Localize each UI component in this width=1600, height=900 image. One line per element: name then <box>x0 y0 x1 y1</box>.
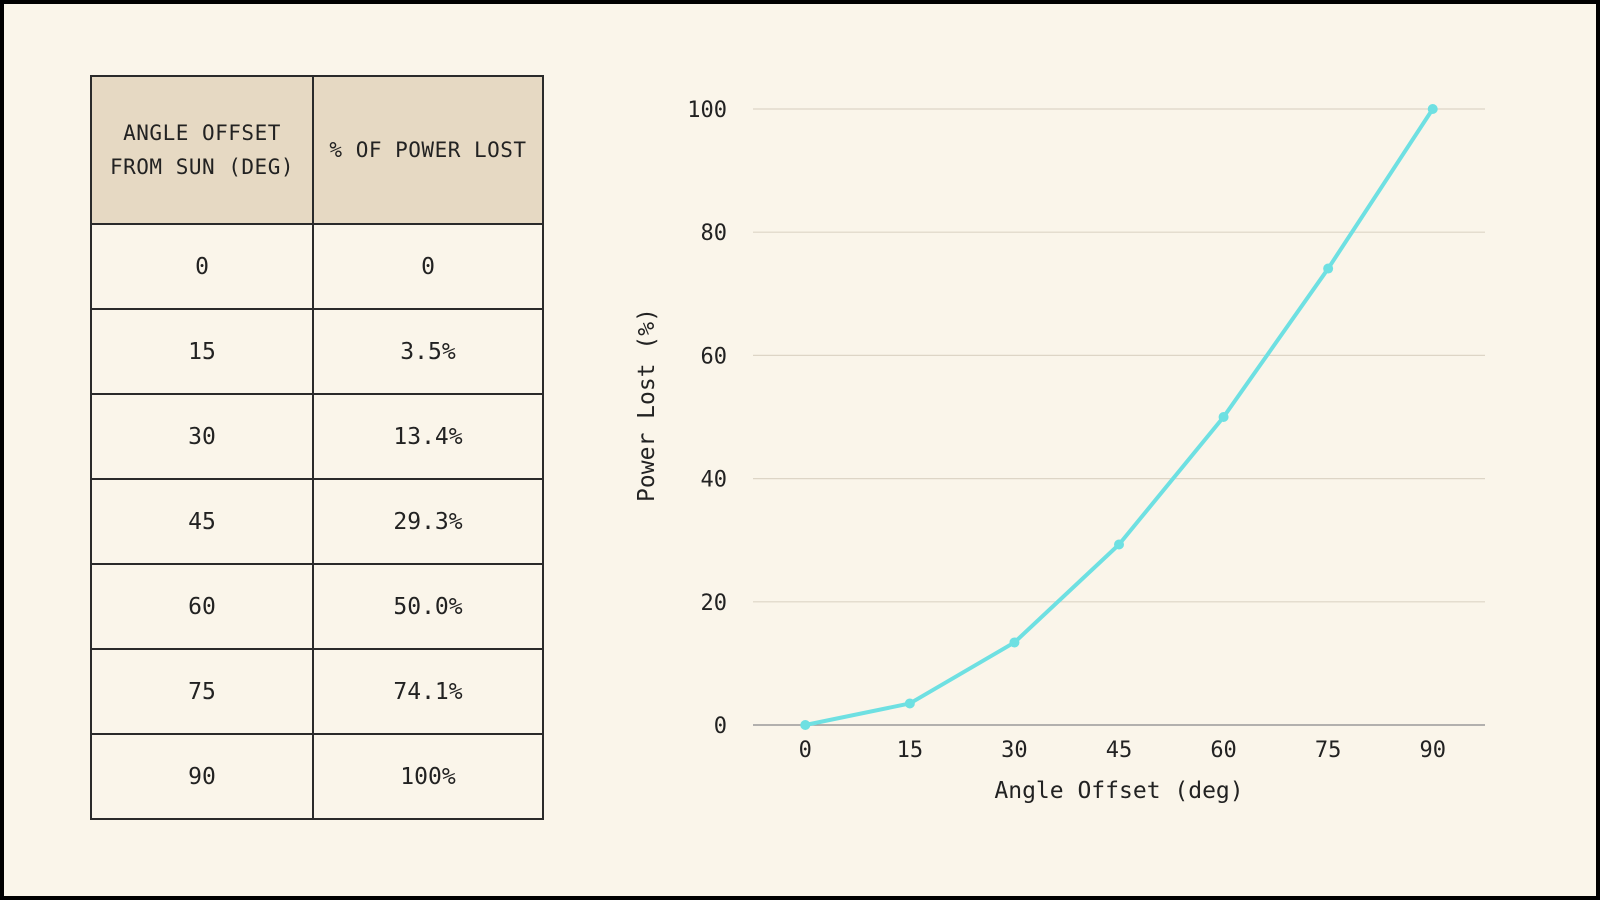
series-line <box>803 107 1435 727</box>
cell-angle: 60 <box>90 563 314 650</box>
data-point <box>1009 637 1020 648</box>
table-row: 15 3.5% <box>90 308 544 395</box>
x-tick-label: 45 <box>1106 738 1133 763</box>
header-power-lost: % OF POWER LOST <box>312 75 544 225</box>
data-series <box>800 104 1438 730</box>
cell-angle: 75 <box>90 648 314 735</box>
x-tick-label: 30 <box>1001 738 1028 763</box>
table-header-row: ANGLE OFFSET FROM SUN (DEG) % OF POWER L… <box>90 75 544 225</box>
y-tick-label: 80 <box>701 221 728 246</box>
data-point <box>1323 263 1334 274</box>
cell-power-lost: 29.3% <box>312 478 544 565</box>
cell-angle: 30 <box>90 393 314 480</box>
data-point <box>904 698 915 709</box>
cell-power-lost: 50.0% <box>312 563 544 650</box>
data-point <box>800 720 811 730</box>
y-tick-label: 40 <box>701 468 728 493</box>
table-row: 90 100% <box>90 733 544 820</box>
tick-labels: 0 20 40 60 80 100 0 15 30 45 60 75 90 <box>687 98 1446 763</box>
table-row: 45 29.3% <box>90 478 544 565</box>
cell-power-lost: 74.1% <box>312 648 544 735</box>
y-tick-label: 20 <box>701 591 728 616</box>
data-point <box>1218 412 1229 422</box>
y-tick-label: 100 <box>687 98 727 123</box>
table-row: 0 0 <box>90 223 544 310</box>
x-tick-label: 75 <box>1315 738 1342 763</box>
cell-angle: 15 <box>90 308 314 395</box>
grid-lines <box>753 108 1485 603</box>
x-tick-label: 0 <box>799 738 812 763</box>
table-row: 30 13.4% <box>90 393 544 480</box>
data-point <box>1114 539 1124 550</box>
table-row: 75 74.1% <box>90 648 544 735</box>
cell-power-lost: 3.5% <box>312 308 544 395</box>
power-loss-table: ANGLE OFFSET FROM SUN (DEG) % OF POWER L… <box>90 75 544 820</box>
table-row: 60 50.0% <box>90 563 544 650</box>
header-angle-offset: ANGLE OFFSET FROM SUN (DEG) <box>90 75 314 225</box>
cell-power-lost: 13.4% <box>312 393 544 480</box>
data-point <box>1427 104 1438 114</box>
x-tick-label: 90 <box>1419 738 1446 763</box>
x-tick-label: 60 <box>1210 738 1237 763</box>
x-axis-title: Angle Offset (deg) <box>994 778 1243 804</box>
y-tick-label: 0 <box>714 714 727 739</box>
x-tick-label: 15 <box>897 738 924 763</box>
cell-angle: 0 <box>90 223 314 310</box>
cell-power-lost: 100% <box>312 733 544 820</box>
cell-angle: 45 <box>90 478 314 565</box>
y-tick-label: 60 <box>701 344 728 369</box>
y-axis-title: Power Lost (%) <box>634 308 660 502</box>
cell-power-lost: 0 <box>312 223 544 310</box>
cell-angle: 90 <box>90 733 314 820</box>
